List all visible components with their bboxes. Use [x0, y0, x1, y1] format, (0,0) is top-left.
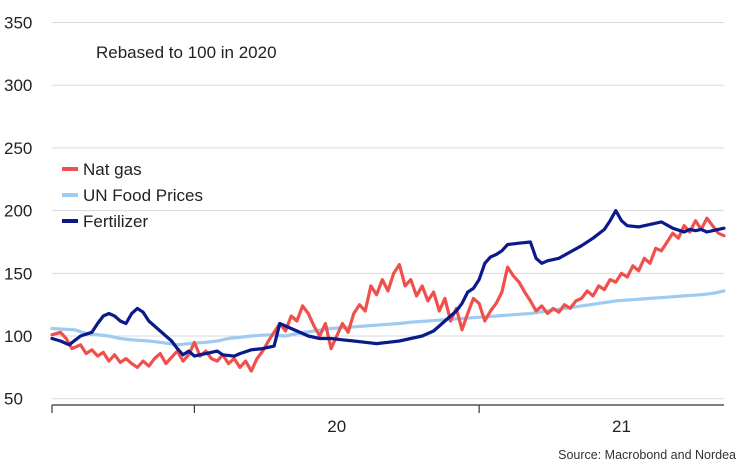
y-tick-label: 150 — [4, 264, 32, 283]
y-tick-label: 300 — [4, 76, 32, 95]
y-axis-ticks: 50 100 150 200 250 300 350 — [4, 14, 32, 409]
legend: Nat gas UN Food Prices Fertilizer — [62, 160, 203, 231]
legend-label: Fertilizer — [83, 212, 149, 231]
series-lines — [50, 209, 726, 373]
series-line-fertilizer — [50, 209, 726, 358]
chart-annotation: Rebased to 100 in 2020 — [96, 43, 277, 62]
series-line-nat-gas — [50, 216, 726, 373]
y-tick-label: 250 — [4, 139, 32, 158]
legend-label: UN Food Prices — [83, 186, 203, 205]
x-tick-label: 21 — [612, 417, 631, 436]
series-line-un-food-prices — [50, 289, 726, 347]
source-note: Source: Macrobond and Nordea — [558, 448, 736, 462]
x-tick-label: 20 — [327, 417, 346, 436]
y-tick-label: 350 — [4, 14, 32, 33]
y-tick-label: 200 — [4, 202, 32, 221]
legend-label: Nat gas — [83, 160, 142, 179]
y-tick-label: 100 — [4, 327, 32, 346]
y-tick-label: 50 — [4, 390, 23, 409]
x-axis: 20 21 — [51, 404, 724, 436]
